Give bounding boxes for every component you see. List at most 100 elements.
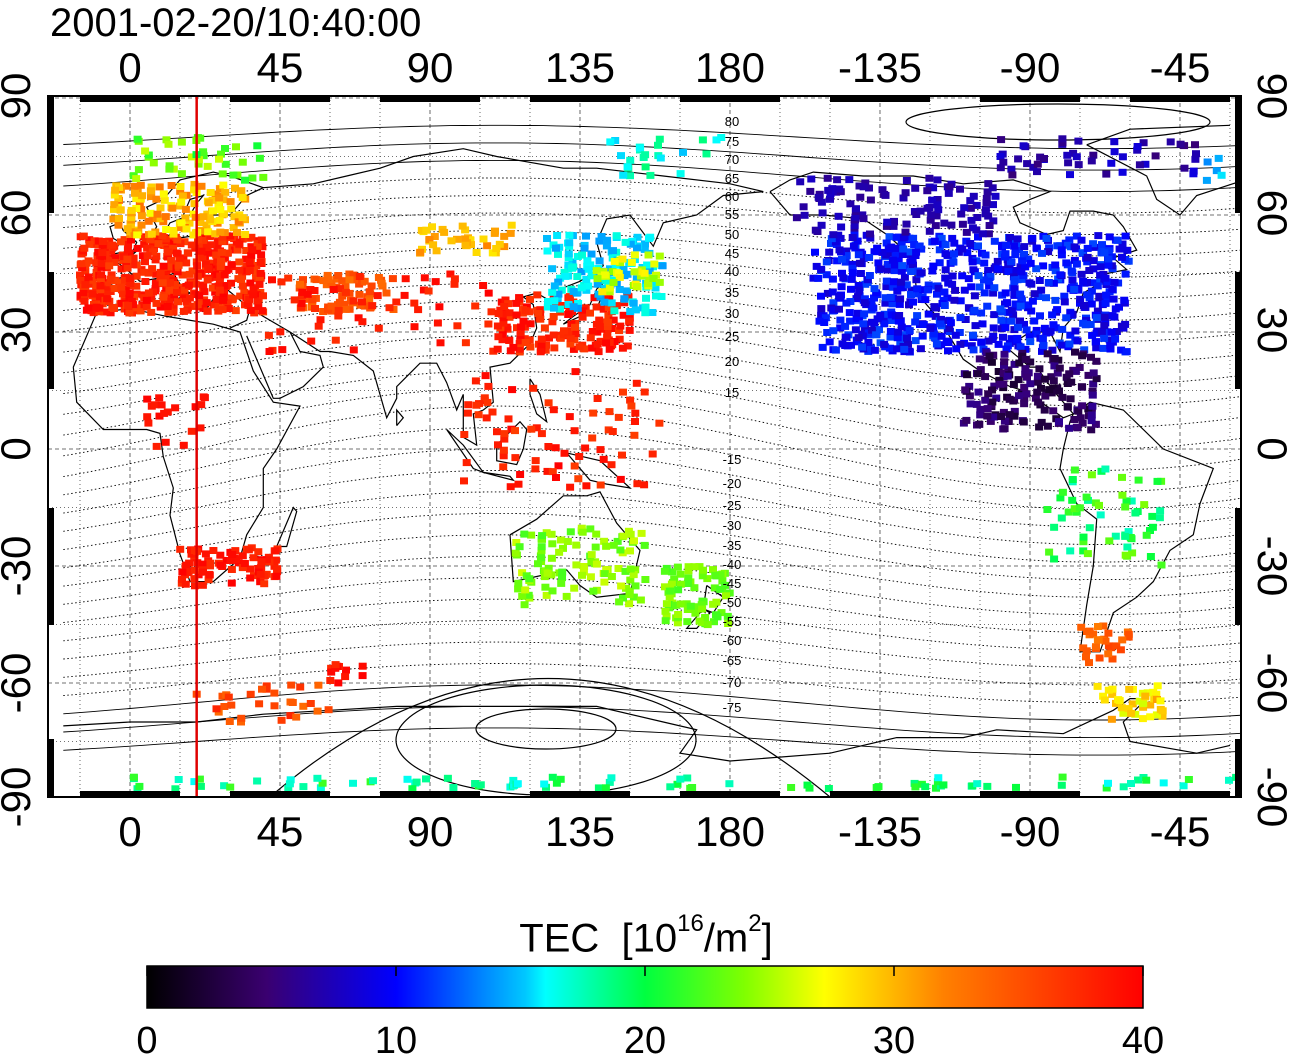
tec-point [848,260,857,268]
tec-point [1053,369,1062,377]
tec-point [334,306,343,314]
tec-point [1053,306,1062,314]
tec-point [564,301,573,308]
tec-point [712,136,721,144]
tec-point [1026,358,1035,366]
tec-point [670,575,679,583]
tec-point [622,287,631,295]
tec-point [108,241,117,249]
tec-point [225,718,234,725]
tec-point [899,245,908,253]
tec-point [668,568,677,576]
tec-point [1045,244,1054,252]
tec-point [629,299,638,307]
tec-point [999,266,1008,274]
tec-point [514,579,523,587]
tec-point [1051,267,1060,275]
tec-point [133,135,142,143]
tec-point [654,141,662,149]
tec-point [1156,507,1165,515]
tec-point [972,400,981,408]
tec-point [831,346,840,354]
tec-point [169,244,178,252]
tec-point [1023,160,1032,168]
tec-point [1092,357,1101,365]
tec-point [969,192,978,200]
coastline [1086,124,1241,216]
tec-point [515,345,524,353]
tec-point [870,346,879,354]
tec-point [1133,146,1142,154]
tec-point [104,242,113,249]
tec-point [312,276,321,284]
tec-point [898,251,907,258]
tec-point [161,297,170,305]
tec-point [541,583,550,591]
tec-point [990,382,999,390]
tec-point [968,258,977,266]
tec-point [631,306,640,314]
tec-point [688,784,697,791]
tec-point [178,271,187,279]
tec-point [174,776,183,783]
tec-point [247,233,256,241]
tec-point [630,268,639,276]
tec-point [132,272,141,280]
tec-point [484,289,493,297]
tec-point [984,277,993,285]
tec-point [1030,290,1039,298]
right-lat-label: 0 [1249,437,1292,460]
tec-point [605,778,614,786]
magnetic-contour [63,317,1241,386]
tec-point [1058,341,1066,349]
tec-point [607,299,616,307]
tec-point [1044,248,1053,256]
top-lon-label: 45 [257,44,304,91]
tec-point [1045,548,1054,556]
tec-point [928,196,937,204]
tec-point [841,342,850,349]
tec-point [554,290,563,298]
tec-point [255,154,264,162]
tec-point [190,575,199,583]
tec-point [1148,512,1157,520]
tec-point [641,303,650,311]
tec-point [1121,232,1130,240]
tec-point [424,287,433,295]
tec-point [401,275,410,283]
tec-point [895,312,904,319]
tec-point [630,431,639,439]
tec-point [166,291,175,299]
tec-point [550,300,559,308]
tec-point [1166,138,1175,146]
tec-point [199,152,208,160]
tec-point [1007,317,1016,325]
tec-point [940,288,949,296]
tec-point [923,187,932,195]
bottom-lon-label: -45 [1150,808,1211,855]
tec-point [846,200,855,208]
tec-point [489,347,498,355]
tec-point [655,278,664,286]
tec-point [507,221,516,229]
tec-point [460,477,468,485]
tec-point [238,564,247,572]
tec-point [136,307,145,315]
tec-point [443,774,452,782]
tec-point [299,702,308,710]
tec-point [1095,501,1103,509]
magnetic-contour [63,684,1241,721]
tec-point [593,340,602,348]
tec-point [1033,378,1042,386]
magnetic-lat-label: 65 [725,171,739,186]
tec-point [1070,285,1079,293]
tec-point [915,242,924,250]
tec-point [905,327,914,335]
tec-point [1074,161,1083,169]
tec-point [610,338,619,345]
tec-point [880,320,889,328]
tec-point [894,317,903,325]
tec-point [313,774,322,782]
tec-point [1089,151,1098,159]
tec-point [824,785,833,792]
